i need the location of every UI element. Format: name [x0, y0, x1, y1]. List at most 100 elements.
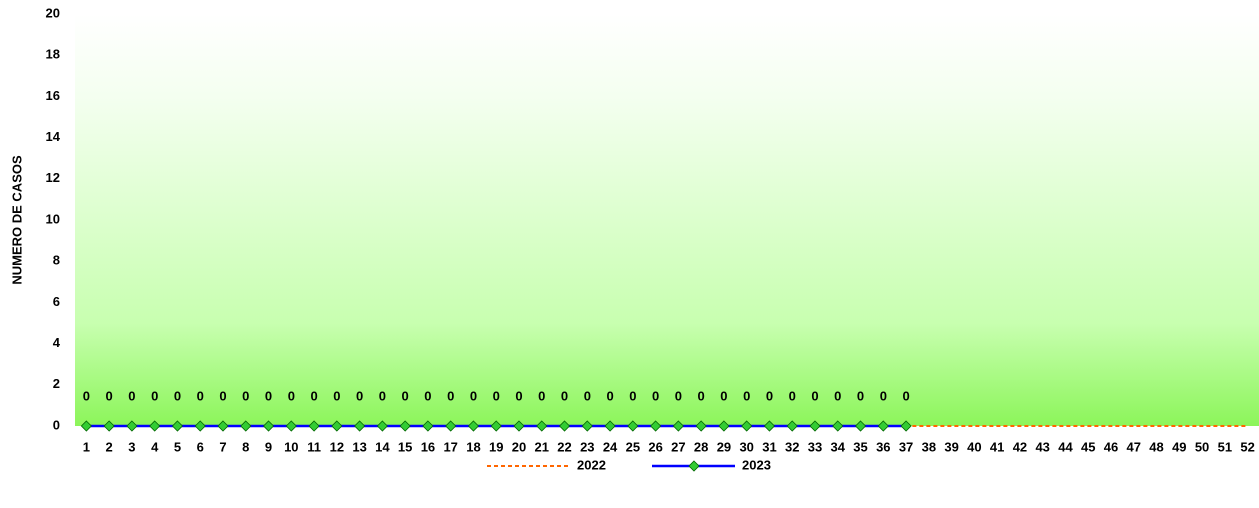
marker — [558, 420, 571, 432]
x-tick-label: 20 — [512, 439, 526, 454]
marker — [900, 420, 912, 432]
data-label: 0 — [561, 388, 568, 403]
marker — [604, 420, 616, 432]
x-tick-label: 2 — [106, 439, 113, 454]
data-label: 0 — [128, 388, 135, 403]
y-tick-label: 6 — [53, 294, 60, 309]
x-tick-label: 36 — [876, 439, 890, 454]
y-tick-label: 20 — [46, 5, 60, 20]
data-label: 0 — [288, 388, 295, 403]
x-tick-label: 32 — [785, 439, 799, 454]
x-tick-label: 47 — [1127, 439, 1141, 454]
legend-label: 2022 — [577, 457, 606, 472]
y-tick-label: 0 — [53, 417, 60, 432]
x-tick-label: 27 — [671, 439, 685, 454]
data-label: 0 — [447, 388, 454, 403]
data-label: 0 — [197, 388, 204, 403]
data-label: 0 — [652, 388, 659, 403]
data-label: 0 — [743, 388, 750, 403]
marker — [331, 420, 343, 432]
x-tick-label: 51 — [1218, 439, 1232, 454]
x-tick-label: 44 — [1058, 439, 1073, 454]
marker — [354, 420, 366, 432]
data-label: 0 — [310, 388, 317, 403]
data-label: 0 — [219, 388, 226, 403]
legend-marker — [688, 460, 700, 472]
data-label: 0 — [584, 388, 591, 403]
x-tick-label: 33 — [808, 439, 822, 454]
x-tick-label: 17 — [443, 439, 457, 454]
x-tick-label: 16 — [421, 439, 435, 454]
data-label: 0 — [174, 388, 181, 403]
y-tick-label: 18 — [46, 47, 60, 62]
marker — [854, 420, 867, 432]
data-label: 0 — [880, 388, 887, 403]
x-tick-label: 5 — [174, 439, 181, 454]
x-tick-label: 40 — [967, 439, 981, 454]
data-label: 0 — [356, 388, 363, 403]
x-tick-label: 48 — [1149, 439, 1163, 454]
data-label: 0 — [720, 388, 727, 403]
x-tick-label: 43 — [1035, 439, 1049, 454]
marker — [877, 420, 889, 432]
marker — [194, 420, 206, 432]
data-label: 0 — [151, 388, 158, 403]
data-label: 0 — [698, 388, 705, 403]
marker — [422, 420, 434, 432]
marker — [741, 420, 753, 432]
y-tick-label: 8 — [53, 253, 60, 268]
marker — [536, 420, 548, 432]
y-tick-label: 2 — [53, 376, 60, 391]
data-label: 0 — [675, 388, 682, 403]
data-label: 0 — [789, 388, 796, 403]
x-tick-label: 23 — [580, 439, 594, 454]
marker — [399, 420, 411, 432]
x-tick-label: 28 — [694, 439, 708, 454]
data-label: 0 — [857, 388, 864, 403]
x-tick-label: 49 — [1172, 439, 1186, 454]
x-tick-label: 7 — [219, 439, 226, 454]
data-label: 0 — [766, 388, 773, 403]
data-label: 0 — [83, 388, 90, 403]
x-tick-label: 50 — [1195, 439, 1209, 454]
x-tick-label: 29 — [717, 439, 731, 454]
x-tick-label: 30 — [739, 439, 753, 454]
x-tick-label: 24 — [603, 439, 618, 454]
x-tick-label: 22 — [557, 439, 571, 454]
x-tick-label: 52 — [1240, 439, 1254, 454]
x-tick-label: 42 — [1013, 439, 1027, 454]
x-tick-label: 4 — [151, 439, 159, 454]
y-tick-label: 16 — [46, 88, 60, 103]
marker — [308, 420, 320, 432]
marker — [80, 420, 92, 432]
marker — [376, 420, 388, 432]
marker — [103, 420, 115, 432]
x-tick-label: 41 — [990, 439, 1004, 454]
x-tick-label: 14 — [375, 439, 390, 454]
y-tick-label: 14 — [46, 129, 61, 144]
x-tick-label: 39 — [944, 439, 958, 454]
x-tick-label: 35 — [853, 439, 867, 454]
marker — [627, 420, 639, 432]
data-label: 0 — [629, 388, 636, 403]
y-tick-label: 10 — [46, 211, 60, 226]
x-tick-label: 15 — [398, 439, 412, 454]
marker — [513, 420, 525, 432]
data-label: 0 — [834, 388, 841, 403]
x-tick-label: 37 — [899, 439, 913, 454]
data-label: 0 — [902, 388, 909, 403]
data-label: 0 — [538, 388, 545, 403]
marker — [763, 420, 776, 432]
marker — [240, 420, 252, 432]
marker — [809, 420, 821, 432]
x-tick-label: 45 — [1081, 439, 1095, 454]
y-tick-label: 4 — [53, 335, 61, 350]
x-tick-label: 31 — [762, 439, 776, 454]
x-tick-label: 3 — [128, 439, 135, 454]
marker — [650, 420, 662, 432]
data-label: 0 — [379, 388, 386, 403]
marker — [581, 420, 593, 432]
marker — [171, 420, 184, 432]
x-tick-label: 1 — [83, 439, 90, 454]
